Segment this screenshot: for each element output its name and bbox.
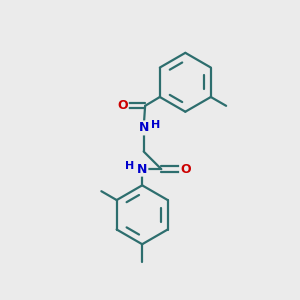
Text: N: N [139, 122, 149, 134]
Text: H: H [125, 161, 134, 171]
Text: N: N [137, 163, 147, 176]
Text: H: H [152, 120, 160, 130]
Text: O: O [180, 163, 191, 176]
Text: O: O [117, 99, 128, 112]
